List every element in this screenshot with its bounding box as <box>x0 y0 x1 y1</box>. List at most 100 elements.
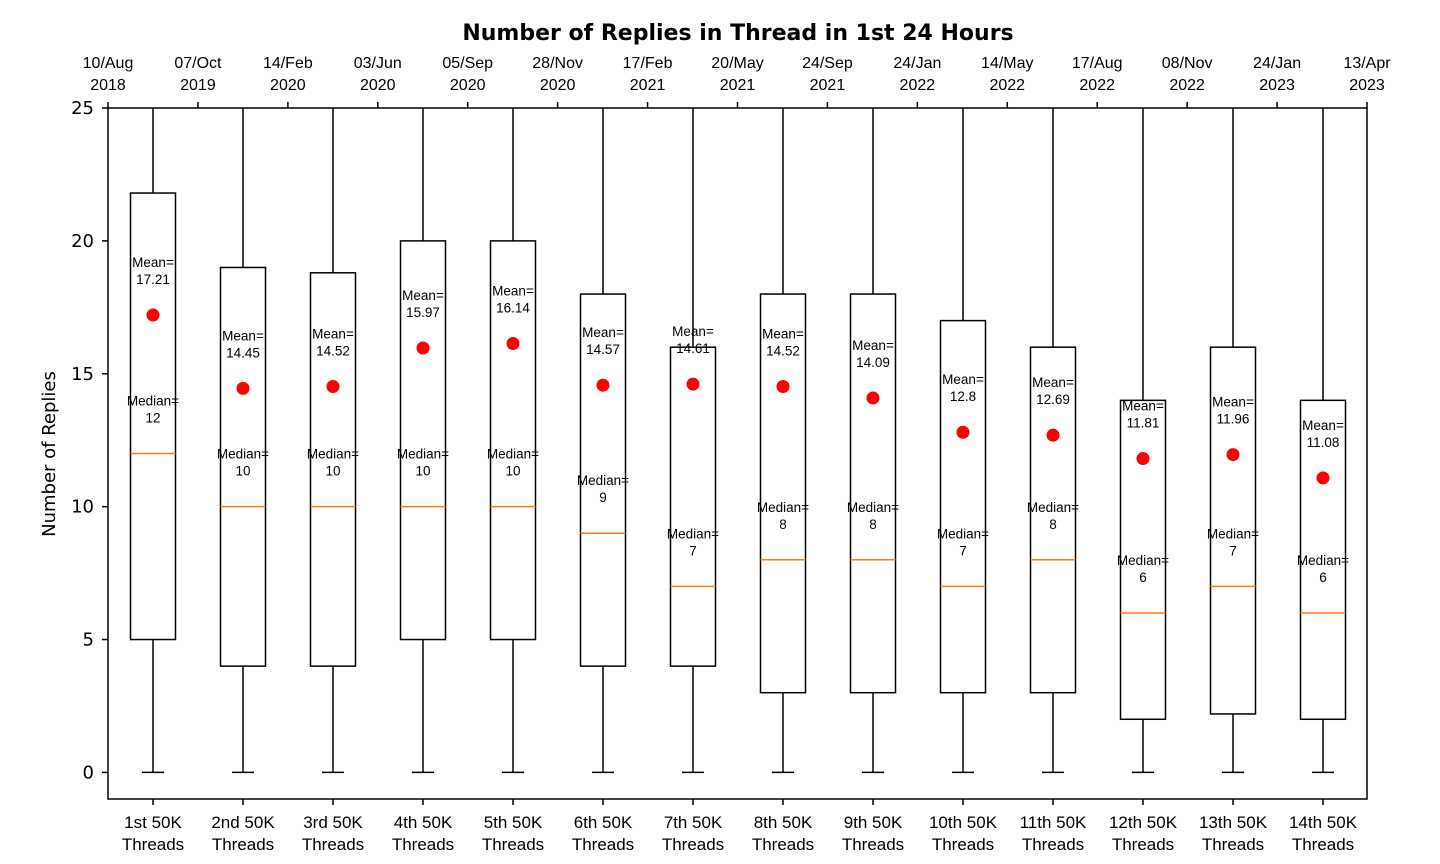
top-tick-label: 14/Feb 2020 <box>263 55 313 94</box>
mean-annotation: Mean= 12.69 <box>1032 375 1074 407</box>
y-tick-label: 10 <box>71 497 94 518</box>
iqr-box <box>1299 399 1347 721</box>
y-tick-label: 20 <box>71 231 94 252</box>
mean-annotation: Mean= 16.14 <box>492 283 534 315</box>
mean-annotation: Mean= 14.61 <box>672 324 714 356</box>
mean-marker <box>236 381 250 395</box>
x-tick-label: 5th 50K Threads <box>482 813 544 854</box>
median-annotation: Median= 12 <box>127 394 179 426</box>
top-tick-label: 17/Feb 2021 <box>623 55 673 94</box>
y-tick-label: 0 <box>83 762 94 783</box>
iqr-box <box>579 293 627 667</box>
x-tick-label: 1st 50K Threads <box>122 813 184 854</box>
x-tick-label: 4th 50K Threads <box>392 813 454 854</box>
x-tick-label: 7th 50K Threads <box>662 813 724 854</box>
mean-marker <box>866 391 880 405</box>
mean-marker <box>776 380 790 394</box>
iqr-box <box>309 272 357 667</box>
median-annotation: Median= 6 <box>1297 553 1349 585</box>
mean-annotation: Mean= 11.08 <box>1302 418 1344 450</box>
box-group: 5th 50K Threads Mean= 16.14 Median= 10 <box>482 108 544 854</box>
top-tick-label: 03/Jun 2020 <box>354 55 402 94</box>
mean-marker <box>956 425 970 439</box>
mean-annotation: Mean= 14.57 <box>582 325 624 357</box>
box-group: 4th 50K Threads Mean= 15.97 Median= 10 <box>392 108 454 854</box>
top-tick-label: 05/Sep 2020 <box>442 55 493 94</box>
iqr-box <box>759 293 807 694</box>
top-tick-label: 20/May 2021 <box>711 55 763 94</box>
box-group: 14th 50K Threads Mean= 11.08 Median= 6 <box>1289 108 1358 854</box>
median-annotation: Median= 10 <box>397 447 449 479</box>
mean-annotation: Mean= 15.97 <box>402 288 444 320</box>
mean-annotation: Mean= 14.45 <box>222 328 264 360</box>
top-tick-label: 24/Sep 2021 <box>802 55 853 94</box>
box-group: 11th 50K Threads Mean= 12.69 Median= 8 <box>1020 108 1087 854</box>
mean-annotation: Mean= 12.8 <box>942 372 984 404</box>
top-tick-label: 24/Jan 2023 <box>1253 55 1301 94</box>
x-tick-label: 3rd 50K Threads <box>302 813 364 854</box>
median-annotation: Median= 9 <box>577 473 629 505</box>
mean-marker <box>1316 471 1330 485</box>
x-tick-label: 11th 50K Threads <box>1020 813 1087 854</box>
iqr-box <box>669 346 717 667</box>
x-tick-label: 6th 50K Threads <box>572 813 634 854</box>
iqr-box <box>939 319 987 694</box>
plot-area: 0 5 10 15 20 25 10/Aug 2018 07/Oct 2019 14/Feb 2020… <box>71 55 1391 854</box>
median-annotation: Median= 8 <box>1027 500 1079 532</box>
x-tick-label: 2nd 50K Threads <box>211 813 275 854</box>
top-tick-label: 08/Nov 2022 <box>1162 55 1213 94</box>
iqr-box <box>1209 346 1257 715</box>
mean-marker <box>686 377 700 391</box>
mean-marker <box>146 308 160 322</box>
mean-marker <box>506 336 520 350</box>
top-tick-label: 10/Aug 2018 <box>83 55 134 94</box>
y-tick-label: 5 <box>83 630 94 651</box>
iqr-box <box>399 240 447 641</box>
y-tick-label: 15 <box>71 364 94 385</box>
mean-marker <box>416 341 430 355</box>
top-tick-label: 17/Aug 2022 <box>1072 55 1123 94</box>
iqr-box <box>1029 346 1077 694</box>
box-group: 2nd 50K Threads Mean= 14.45 Median= 10 <box>211 108 275 854</box>
box-group: 9th 50K Threads Mean= 14.09 Median= 8 <box>842 108 904 854</box>
top-tick-label: 07/Oct 2019 <box>174 55 222 94</box>
median-annotation: Median= 10 <box>487 447 539 479</box>
median-annotation: Median= 10 <box>307 447 359 479</box>
x-tick-label: 9th 50K Threads <box>842 813 904 854</box>
x-tick-label: 10th 50K Threads <box>929 813 998 854</box>
plot-frame <box>107 107 1368 800</box>
iqr-box <box>489 240 537 641</box>
mean-annotation: Mean= 14.52 <box>312 327 354 359</box>
mean-annotation: Mean= 17.21 <box>132 255 174 287</box>
median-annotation: Median= 7 <box>937 526 989 558</box>
box-group: 13th 50K Threads Mean= 11.96 Median= 7 <box>1199 108 1268 854</box>
iqr-box <box>1119 399 1167 721</box>
top-tick-label: 28/Nov 2020 <box>532 55 583 94</box>
mean-marker <box>1046 428 1060 442</box>
box-group: 12th 50K Threads Mean= 11.81 Median= 6 <box>1109 108 1178 854</box>
top-tick-label: 24/Jan 2022 <box>893 55 941 94</box>
x-tick-label: 13th 50K Threads <box>1199 813 1268 854</box>
mean-marker <box>326 380 340 394</box>
median-annotation: Median= 10 <box>217 447 269 479</box>
median-annotation: Median= 7 <box>1207 526 1259 558</box>
mean-annotation: Mean= 14.52 <box>762 327 804 359</box>
mean-annotation: Mean= 11.96 <box>1212 395 1254 427</box>
box-group: 1st 50K Threads Mean= 17.21 Median= 12 <box>122 108 184 854</box>
iqr-box <box>849 293 897 694</box>
iqr-box <box>129 192 177 641</box>
box-group: 6th 50K Threads Mean= 14.57 Median= 9 <box>572 108 634 854</box>
mean-marker <box>1136 452 1150 466</box>
box-group: 10th 50K Threads Mean= 12.8 Median= 7 <box>929 108 998 854</box>
median-annotation: Median= 8 <box>757 500 809 532</box>
top-tick-label: 13/Apr 2023 <box>1343 55 1391 94</box>
box-group: 7th 50K Threads Mean= 14.61 Median= 7 <box>662 108 724 854</box>
x-tick-label: 14th 50K Threads <box>1289 813 1358 854</box>
chart-title: Number of Replies in Thread in 1st 24 Ho… <box>462 21 1013 46</box>
median-annotation: Median= 7 <box>667 526 719 558</box>
iqr-box <box>219 266 267 667</box>
x-tick-label: 8th 50K Threads <box>752 813 814 854</box>
box-group: 8th 50K Threads Mean= 14.52 Median= 8 <box>752 108 814 854</box>
